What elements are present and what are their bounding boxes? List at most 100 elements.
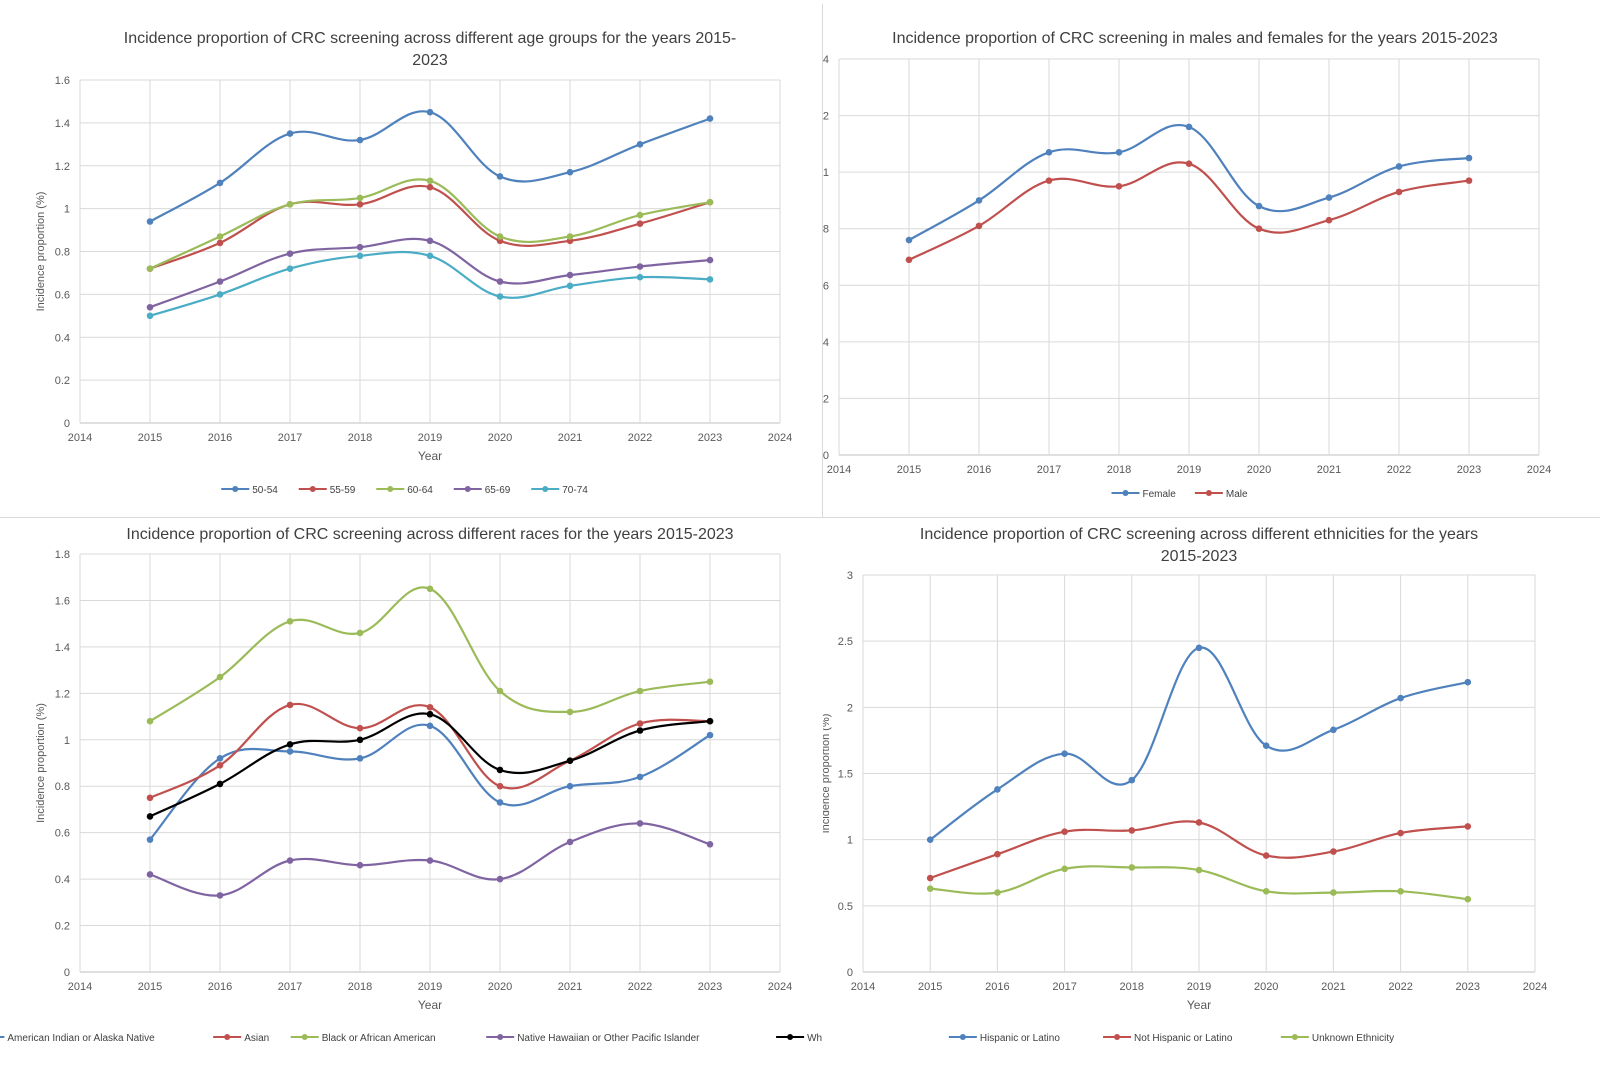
data-point [1397,887,1404,895]
data-point [216,673,224,681]
legend: Hispanic or Latino Not Hispanic or Latino… [948,1033,1394,1044]
data-point [1115,182,1123,190]
data-point [1195,866,1203,874]
data-point [926,885,934,892]
x-tick-label: 2024 [1527,464,1551,476]
series-0 [146,108,714,225]
data-point [1464,823,1472,830]
legend-marker [301,1034,308,1040]
x-tick-label: 2023 [698,432,722,444]
data-point [426,183,434,191]
legend-entry: Asian [244,1033,269,1044]
x-tick-label: 2020 [488,981,512,993]
data-point [356,736,364,744]
legend-entry: White [807,1033,822,1044]
data-point [146,265,154,272]
x-tick-label: 2021 [558,981,582,993]
chart-panel-sex: Incidence proportion of CRC screening in… [823,0,1600,517]
data-point [636,820,644,827]
data-point [636,720,644,727]
x-tick-label: 2021 [1317,464,1341,476]
data-point [356,861,364,869]
data-point [926,836,934,843]
data-point [636,687,644,695]
x-tick-label: 2016 [208,981,232,993]
data-point [636,263,644,270]
data-point [356,252,364,260]
data-point [286,618,294,625]
chart-title: Incidence proportion of CRC screening ac… [920,526,1478,543]
data-point [566,708,574,716]
data-point [356,194,364,202]
data-point [216,239,224,247]
data-point [146,794,154,802]
y-tick-label: 1.8 [55,549,70,561]
data-point [216,762,224,769]
y-tick-label: 1 [64,735,70,747]
legend-marker [1291,1034,1298,1040]
legend-marker [787,1034,794,1040]
y-axis-label: Incidence proportion (%) [35,192,47,312]
y-tick-label: 0.4 [55,874,70,886]
data-point [1115,149,1123,156]
data-point [566,757,574,764]
x-tick-label: 2015 [138,981,162,993]
data-point [216,278,224,285]
data-point [636,727,644,734]
legend-entry: 50-54 [252,485,278,496]
data-point [1330,889,1337,896]
x-tick-label: 2018 [1107,464,1131,476]
data-point [496,782,504,790]
data-point [426,703,434,711]
x-tick-label: 2015 [897,464,921,476]
y-tick-label: 0 [847,967,853,979]
x-tick-label: 2017 [278,432,302,444]
y-tick-label: 2 [847,702,853,714]
data-point [706,731,714,739]
data-point [1185,160,1193,167]
y-tick-label: 1.6 [55,75,70,87]
data-point [286,857,294,864]
x-tick-label: 2022 [1388,981,1412,993]
x-tick-label: 2020 [488,432,512,444]
x-tick-label: 2014 [827,464,851,476]
y-tick-label: 0.8 [823,224,829,236]
legend-entry: American Indian or Alaska Native [7,1033,155,1044]
x-tick-label: 2015 [138,432,162,444]
y-axis-label: Incidence proportion (%) [823,714,832,834]
data-point [146,871,154,878]
data-point [146,303,154,311]
y-tick-label: 1 [847,835,853,847]
data-point [1045,177,1053,184]
data-point [975,197,983,204]
data-point [426,585,434,593]
series-1 [146,701,714,802]
series-2 [926,864,1472,903]
data-point [1061,865,1068,873]
y-tick-label: 0.6 [55,289,70,301]
x-tick-label: 2023 [1456,981,1480,993]
x-tick-label: 2017 [1037,464,1061,476]
data-point [426,237,434,245]
data-point [905,236,913,244]
data-point [566,282,574,290]
data-point [706,198,714,206]
x-tick-label: 2016 [208,432,232,444]
data-point [1397,694,1404,702]
data-point [636,220,644,227]
data-point [216,233,224,240]
legend-marker [464,486,471,492]
legend-marker [1122,490,1129,496]
y-tick-label: 0.8 [55,781,70,793]
legend: American Indian or Alaska Native Asian Bla… [0,1033,822,1044]
y-tick-label: 1.5 [838,769,853,781]
data-point [636,273,644,281]
data-point [216,291,224,298]
data-point [426,252,434,260]
data-point [566,271,574,279]
data-point [1397,829,1404,837]
data-point [496,293,504,300]
legend-entry: Unknown Ethnicity [1312,1033,1394,1044]
x-tick-label: 2020 [1254,981,1278,993]
x-axis-label: Year [418,449,442,463]
